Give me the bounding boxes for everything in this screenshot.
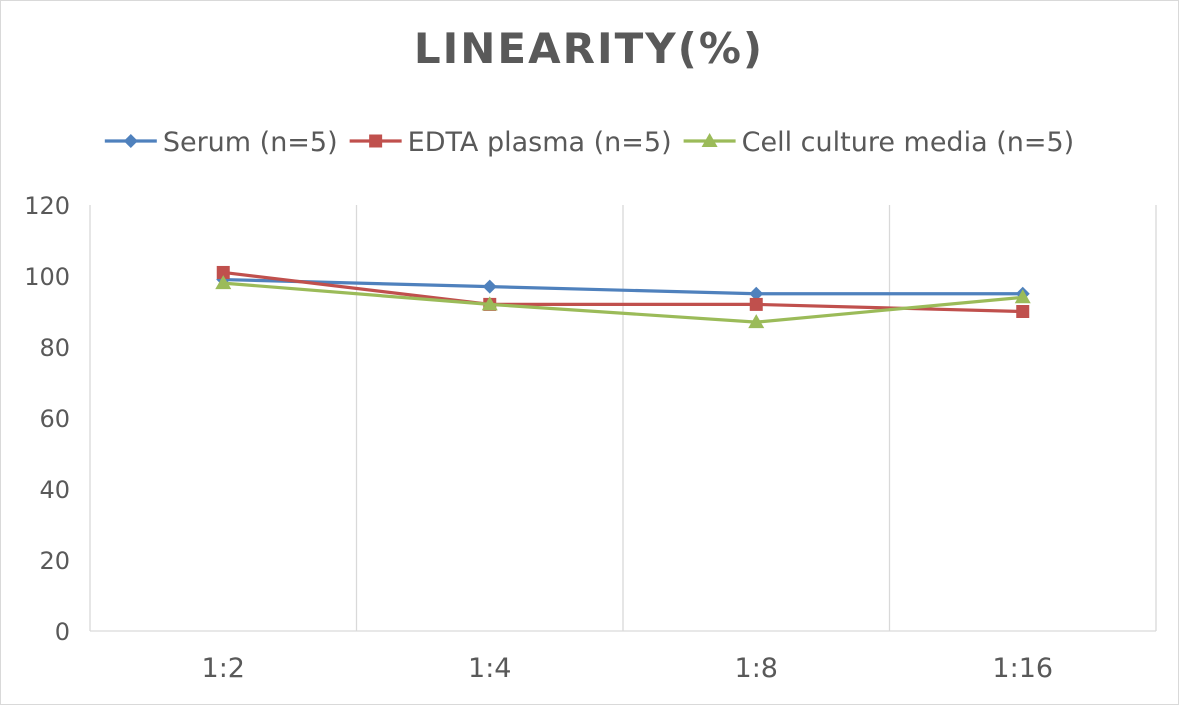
data-point [1014,289,1031,304]
series-line [223,277,1023,296]
legend-marker [369,134,383,148]
x-tick-label: 1:8 [735,653,778,684]
y-tick-label: 20 [39,547,70,575]
legend-item: Serum (n=5) [104,127,338,158]
data-point [748,314,765,329]
x-tick-label: 1:4 [468,653,511,684]
series-group [215,265,1031,329]
y-tick-label: 80 [39,334,70,362]
y-axis-ticks: 0 20 40 60 80 100 120 [24,192,70,646]
legend-item: EDTA plasma (n=5) [349,127,672,158]
legend-label: Serum (n=5) [163,127,338,158]
x-axis-ticks: 1:2 1:4 1:8 1:16 [202,653,1054,684]
y-tick-label: 60 [39,405,70,433]
data-point [749,286,764,301]
series-3 [215,275,1031,329]
data-point [749,297,763,311]
x-tick-label: 1:16 [992,653,1053,684]
chart-title: LINEARITY(%) [414,24,764,73]
y-tick-label: 100 [24,263,70,291]
grid-lines [89,205,1157,631]
data-point [1016,305,1030,318]
y-tick-label: 40 [39,476,70,504]
legend-label: EDTA plasma (n=5) [408,127,672,158]
series-line [223,281,1023,324]
data-point [482,279,497,294]
y-tick-label: 120 [24,192,70,220]
legend: Serum (n=5) EDTA plasma (n=5) Cell culture… [104,127,1075,158]
legend-label: Cell culture media (n=5) [742,127,1075,158]
legend-marker [701,133,718,147]
legend-item: Cell culture media (n=5) [683,127,1075,158]
data-point [216,265,230,279]
data-point [215,275,232,290]
x-tick-label: 1:2 [202,653,245,684]
series-line [223,270,1023,314]
data-point [481,296,498,311]
y-tick-label: 0 [55,618,70,646]
legend-marker [123,134,138,148]
